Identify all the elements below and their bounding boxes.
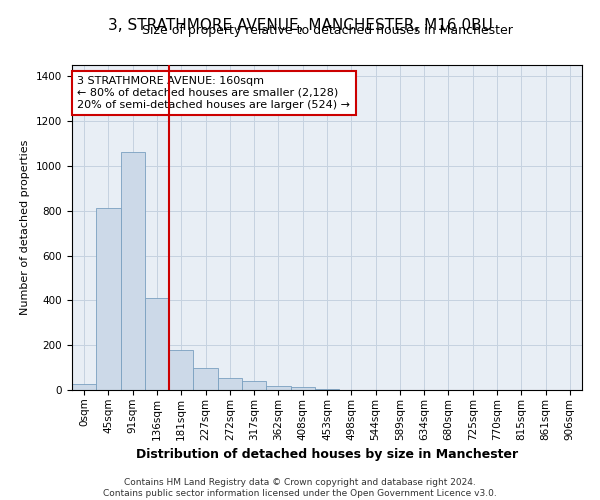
Y-axis label: Number of detached properties: Number of detached properties <box>20 140 31 315</box>
Bar <box>193 368 218 390</box>
Text: 3, STRATHMORE AVENUE, MANCHESTER, M16 0BU: 3, STRATHMORE AVENUE, MANCHESTER, M16 0B… <box>107 18 493 32</box>
Bar <box>72 384 96 390</box>
Text: Contains HM Land Registry data © Crown copyright and database right 2024.
Contai: Contains HM Land Registry data © Crown c… <box>103 478 497 498</box>
Bar <box>218 378 242 390</box>
Bar <box>242 382 266 390</box>
Bar <box>315 389 339 390</box>
Bar <box>290 388 315 390</box>
Title: Size of property relative to detached houses in Manchester: Size of property relative to detached ho… <box>142 24 512 38</box>
Text: 3 STRATHMORE AVENUE: 160sqm
← 80% of detached houses are smaller (2,128)
20% of : 3 STRATHMORE AVENUE: 160sqm ← 80% of det… <box>77 76 350 110</box>
Bar <box>96 208 121 390</box>
Bar <box>145 298 169 390</box>
Bar <box>121 152 145 390</box>
Bar <box>169 350 193 390</box>
Bar <box>266 386 290 390</box>
X-axis label: Distribution of detached houses by size in Manchester: Distribution of detached houses by size … <box>136 448 518 461</box>
